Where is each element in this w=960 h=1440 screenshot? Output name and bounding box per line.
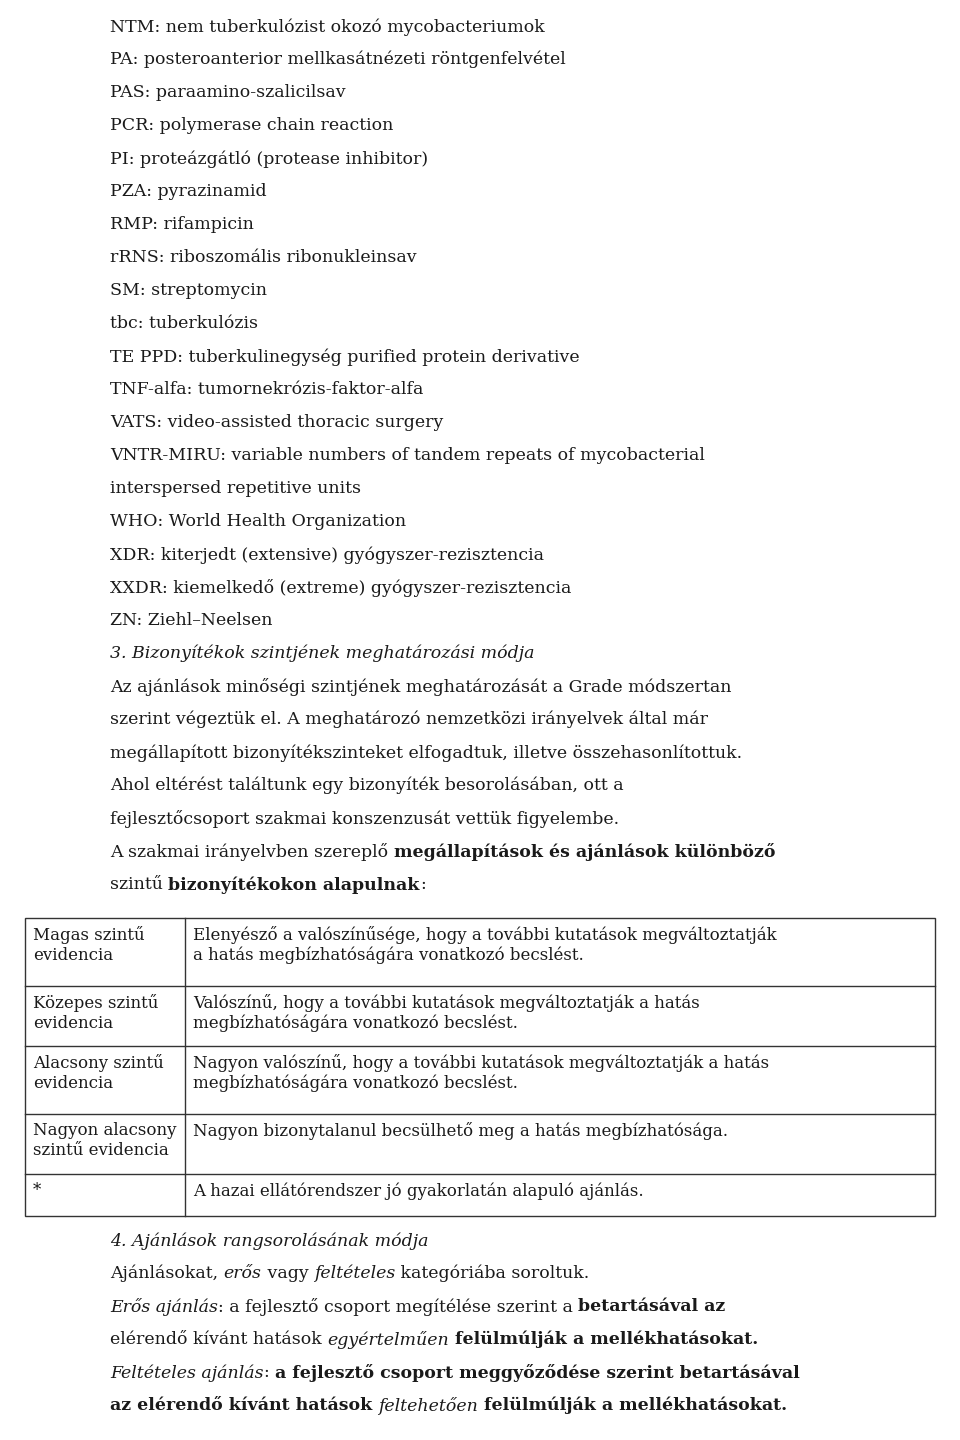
- Text: Közepes szintű
evidencia: Közepes szintű evidencia: [33, 994, 158, 1031]
- Text: Elenyésző a valószínűsége, hogy a további kutatások megváltoztatják
a hatás megb: Elenyésző a valószínűsége, hogy a tovább…: [193, 926, 777, 965]
- Text: :: :: [420, 876, 425, 893]
- Text: Feltételes ajánlás: Feltételes ajánlás: [110, 1364, 263, 1381]
- Text: *: *: [33, 1182, 41, 1200]
- Text: Az ajánlások minőségi szintjének meghatározását a Grade módszertan: Az ajánlások minőségi szintjének meghatá…: [110, 678, 732, 696]
- Text: A szakmai irányelvben szereplő: A szakmai irányelvben szereplő: [110, 842, 394, 861]
- Text: A hazai ellátórendszer jó gyakorlatán alapuló ajánlás.: A hazai ellátórendszer jó gyakorlatán al…: [193, 1182, 643, 1200]
- Text: Nagyon valószínű, hogy a további kutatások megváltoztatják a hatás
megbízhatóság: Nagyon valószínű, hogy a további kutatás…: [193, 1054, 769, 1092]
- Text: tbc: tuberkulózis: tbc: tuberkulózis: [110, 315, 258, 333]
- Text: szerint végeztük el. A meghatározó nemzetközi irányelvek által már: szerint végeztük el. A meghatározó nemze…: [110, 711, 708, 729]
- Text: NTM: nem tuberkulózist okozó mycobacteriumok: NTM: nem tuberkulózist okozó mycobacteri…: [110, 17, 544, 36]
- Text: TE PPD: tuberkulinegység purified protein derivative: TE PPD: tuberkulinegység purified protei…: [110, 348, 580, 366]
- Text: Erős ajánlás: Erős ajánlás: [110, 1297, 218, 1316]
- Text: Magas szintű
evidencia: Magas szintű evidencia: [33, 926, 145, 963]
- Text: megállapítások és ajánlások különböző: megállapítások és ajánlások különböző: [394, 842, 775, 861]
- Text: VNTR-MIRU: variable numbers of tandem repeats of mycobacterial: VNTR-MIRU: variable numbers of tandem re…: [110, 446, 705, 464]
- Text: PZA: pyrazinamid: PZA: pyrazinamid: [110, 183, 267, 200]
- Text: :: :: [263, 1364, 275, 1381]
- Text: szintű: szintű: [110, 876, 168, 893]
- Text: rRNS: riboszomális ribonukleinsav: rRNS: riboszomális ribonukleinsav: [110, 249, 417, 266]
- Text: RMP: rifampicin: RMP: rifampicin: [110, 216, 253, 233]
- Text: erős: erős: [224, 1264, 261, 1282]
- Text: egyértelműen: egyértelműen: [327, 1331, 449, 1349]
- Text: PI: proteázgátló (protease inhibitor): PI: proteázgátló (protease inhibitor): [110, 150, 428, 167]
- Text: PCR: polymerase chain reaction: PCR: polymerase chain reaction: [110, 117, 394, 134]
- Text: a mellékhatásokat.: a mellékhatásokat.: [573, 1331, 758, 1348]
- Text: elérendő kívánt hatások: elérendő kívánt hatások: [110, 1331, 327, 1348]
- Text: WHO: World Health Organization: WHO: World Health Organization: [110, 513, 406, 530]
- Text: Alacsony szintű
evidencia: Alacsony szintű evidencia: [33, 1054, 164, 1092]
- Text: PAS: paraamino-szalicilsav: PAS: paraamino-szalicilsav: [110, 84, 346, 101]
- Text: megállapított bizonyítékszinteket elfogadtuk, illetve összehasonlítottuk.: megállapított bizonyítékszinteket elfoga…: [110, 744, 742, 762]
- Text: interspersed repetitive units: interspersed repetitive units: [110, 480, 361, 497]
- Text: a fejlesztő csoport meggyőződése szerint betartásával: a fejlesztő csoport meggyőződése szerint…: [275, 1364, 800, 1382]
- Text: Ahol eltérést találtunk egy bizonyíték besorolásában, ott a: Ahol eltérést találtunk egy bizonyíték b…: [110, 778, 624, 795]
- Text: : a fejlesztő csoport megítélése szerint a: : a fejlesztő csoport megítélése szerint…: [218, 1297, 578, 1316]
- Text: kategóriába soroltuk.: kategóriába soroltuk.: [395, 1264, 589, 1283]
- Text: 4. Ajánlások rangsorolásának módja: 4. Ajánlások rangsorolásának módja: [110, 1233, 428, 1250]
- Text: Nagyon bizonytalanul becsülhető meg a hatás megbízhatósága.: Nagyon bizonytalanul becsülhető meg a ha…: [193, 1122, 728, 1140]
- Text: felülmúlják: felülmúlják: [449, 1331, 573, 1348]
- Text: felülmúlják a mellékhatásokat.: felülmúlják a mellékhatásokat.: [478, 1397, 787, 1414]
- Text: VATS: video-assisted thoracic surgery: VATS: video-assisted thoracic surgery: [110, 415, 444, 431]
- Text: az elérendő kívánt hatások: az elérendő kívánt hatások: [110, 1397, 378, 1414]
- Text: Valószínű, hogy a további kutatások megváltoztatják a hatás
megbízhatóságára von: Valószínű, hogy a további kutatások megv…: [193, 994, 700, 1032]
- Text: ZN: Ziehl–Neelsen: ZN: Ziehl–Neelsen: [110, 612, 273, 629]
- Text: XDR: kiterjedt (extensive) gyógyszer-rezisztencia: XDR: kiterjedt (extensive) gyógyszer-rez…: [110, 546, 544, 563]
- Text: bizonyítékokon alapulnak: bizonyítékokon alapulnak: [168, 876, 420, 893]
- Text: Ajánlásokat,: Ajánlásokat,: [110, 1264, 224, 1283]
- Text: SM: streptomycin: SM: streptomycin: [110, 282, 267, 300]
- Text: PA: posteroanterior mellkasátnézeti röntgenfelvétel: PA: posteroanterior mellkasátnézeti rönt…: [110, 50, 565, 69]
- Text: feltehetően: feltehetően: [378, 1397, 478, 1416]
- Text: 3. Bizonyítékok szintjének meghatározási módja: 3. Bizonyítékok szintjének meghatározási…: [110, 645, 535, 662]
- Text: XXDR: kiemelkedő (extreme) gyógyszer-rezisztencia: XXDR: kiemelkedő (extreme) gyógyszer-rez…: [110, 579, 571, 598]
- Text: vagy: vagy: [261, 1264, 314, 1282]
- Text: TNF-alfa: tumornekrózis-faktor-alfa: TNF-alfa: tumornekrózis-faktor-alfa: [110, 382, 423, 397]
- Text: feltételes: feltételes: [314, 1264, 395, 1283]
- Text: Nagyon alacsony
szintű evidencia: Nagyon alacsony szintű evidencia: [33, 1122, 177, 1159]
- Text: fejlesztőcsoport szakmai konszenzusát vettük figyelembe.: fejlesztőcsoport szakmai konszenzusát ve…: [110, 809, 619, 828]
- Text: betartásával az: betartásával az: [578, 1297, 726, 1315]
